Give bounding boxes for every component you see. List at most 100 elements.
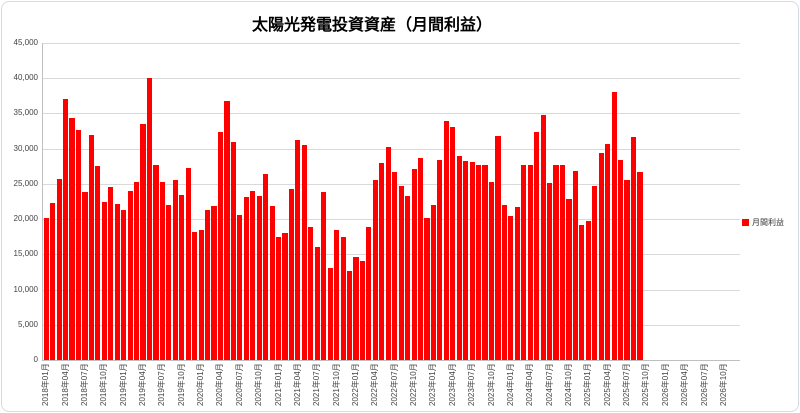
bar-monthly-profit[interactable] — [346, 270, 353, 360]
bar-monthly-profit[interactable] — [469, 162, 475, 360]
bar-monthly-profit[interactable] — [592, 186, 598, 360]
bar-monthly-profit[interactable] — [95, 166, 101, 360]
x-tick-label: 2025年10月 — [641, 363, 651, 406]
bar-monthly-profit[interactable] — [508, 216, 514, 360]
bar-monthly-profit[interactable] — [179, 195, 185, 360]
bar-monthly-profit[interactable] — [243, 196, 249, 360]
bar-monthly-profit[interactable] — [275, 236, 282, 360]
bar-monthly-profit[interactable] — [411, 169, 417, 360]
bar-monthly-profit[interactable] — [624, 180, 630, 360]
bar-monthly-profit[interactable] — [637, 171, 643, 360]
bar-monthly-profit[interactable] — [43, 217, 49, 360]
bar-monthly-profit[interactable] — [443, 121, 449, 360]
bar-monthly-profit[interactable] — [385, 147, 391, 360]
bar-monthly-profit[interactable] — [521, 164, 527, 360]
bar-monthly-profit[interactable] — [314, 246, 320, 360]
bar-monthly-profit[interactable] — [405, 195, 411, 360]
bar-monthly-profit[interactable] — [559, 164, 566, 360]
x-tick-label: 2018年01月 — [41, 363, 51, 406]
bar-monthly-profit[interactable] — [514, 207, 520, 360]
bar-monthly-profit[interactable] — [540, 114, 546, 360]
bar-monthly-profit[interactable] — [50, 202, 56, 360]
bar-monthly-profit[interactable] — [553, 164, 559, 360]
bar-monthly-profit[interactable] — [598, 152, 604, 360]
bar-monthly-profit[interactable] — [308, 226, 314, 360]
bar-monthly-profit[interactable] — [585, 221, 591, 360]
bar-monthly-profit[interactable] — [282, 232, 288, 360]
bar-monthly-profit[interactable] — [398, 186, 404, 360]
bar-monthly-profit[interactable] — [250, 190, 256, 360]
bar-monthly-profit[interactable] — [579, 224, 585, 360]
bar-monthly-profit[interactable] — [172, 179, 178, 360]
bar-monthly-profit[interactable] — [211, 206, 217, 360]
bar-monthly-profit[interactable] — [340, 236, 346, 360]
bar-monthly-profit[interactable] — [437, 159, 443, 360]
bar-monthly-profit[interactable] — [301, 145, 307, 360]
bar-monthly-profit[interactable] — [630, 136, 637, 360]
bar-monthly-profit[interactable] — [476, 164, 482, 360]
bar-monthly-profit[interactable] — [288, 188, 295, 360]
bar-monthly-profit[interactable] — [327, 268, 333, 360]
bar-monthly-profit[interactable] — [56, 178, 62, 360]
gridline — [43, 78, 740, 80]
bar-monthly-profit[interactable] — [185, 167, 191, 360]
bar-monthly-profit[interactable] — [379, 163, 385, 360]
bar-monthly-profit[interactable] — [495, 136, 501, 360]
bar-monthly-profit[interactable] — [263, 174, 269, 360]
bar-monthly-profit[interactable] — [133, 182, 140, 360]
bar-monthly-profit[interactable] — [88, 134, 94, 360]
bar-monthly-profit[interactable] — [572, 170, 578, 360]
bar-monthly-profit[interactable] — [430, 205, 437, 360]
bar-monthly-profit[interactable] — [527, 164, 533, 360]
bar-monthly-profit[interactable] — [114, 203, 120, 360]
bar-monthly-profit[interactable] — [121, 209, 127, 360]
bar-monthly-profit[interactable] — [488, 182, 495, 360]
bar-monthly-profit[interactable] — [611, 92, 617, 360]
bar-monthly-profit[interactable] — [69, 117, 75, 360]
bar-monthly-profit[interactable] — [463, 160, 469, 360]
bar-monthly-profit[interactable] — [618, 159, 624, 360]
bar-monthly-profit[interactable] — [295, 140, 301, 360]
bar-monthly-profit[interactable] — [450, 126, 456, 360]
bar-monthly-profit[interactable] — [153, 164, 159, 360]
bar-monthly-profit[interactable] — [392, 171, 398, 360]
bar-monthly-profit[interactable] — [198, 229, 204, 360]
bar-monthly-profit[interactable] — [256, 195, 262, 360]
x-tick-label: 2022年01月 — [351, 363, 360, 406]
bar-monthly-profit[interactable] — [101, 202, 107, 360]
bar-monthly-profit[interactable] — [217, 132, 224, 360]
bar-monthly-profit[interactable] — [566, 199, 572, 360]
bar-monthly-profit[interactable] — [269, 206, 275, 360]
bar-monthly-profit[interactable] — [146, 77, 153, 360]
bar-monthly-profit[interactable] — [159, 182, 165, 360]
bar-monthly-profit[interactable] — [237, 214, 243, 360]
bar-monthly-profit[interactable] — [456, 155, 462, 360]
bar-monthly-profit[interactable] — [75, 129, 82, 360]
bar-monthly-profit[interactable] — [63, 98, 69, 360]
bar-monthly-profit[interactable] — [224, 101, 230, 360]
bar-monthly-profit[interactable] — [230, 141, 236, 360]
bar-monthly-profit[interactable] — [82, 191, 88, 360]
bar-monthly-profit[interactable] — [547, 183, 553, 360]
bar-monthly-profit[interactable] — [321, 191, 327, 360]
bar-monthly-profit[interactable] — [417, 157, 424, 360]
bar-monthly-profit[interactable] — [359, 261, 366, 360]
bar-monthly-profit[interactable] — [166, 205, 172, 360]
bar-monthly-profit[interactable] — [204, 209, 211, 360]
bar-monthly-profit[interactable] — [372, 180, 378, 360]
bar-monthly-profit[interactable] — [424, 218, 430, 360]
bar-monthly-profit[interactable] — [127, 190, 133, 360]
legend[interactable]: 月間利益 — [742, 217, 784, 228]
bar-monthly-profit[interactable] — [334, 229, 340, 360]
bar-monthly-profit[interactable] — [501, 205, 507, 360]
bar-monthly-profit[interactable] — [605, 143, 611, 360]
bar-monthly-profit[interactable] — [482, 164, 488, 360]
bar-monthly-profit[interactable] — [108, 186, 114, 360]
bar-monthly-profit[interactable] — [353, 257, 359, 360]
bar-monthly-profit[interactable] — [366, 226, 372, 360]
bar-monthly-profit[interactable] — [140, 124, 146, 360]
bar-monthly-profit[interactable] — [534, 131, 540, 360]
x-tick-label: 2018年04月 — [60, 363, 70, 406]
x-tick-label: 2019年01月 — [118, 363, 128, 406]
bar-monthly-profit[interactable] — [192, 231, 198, 360]
